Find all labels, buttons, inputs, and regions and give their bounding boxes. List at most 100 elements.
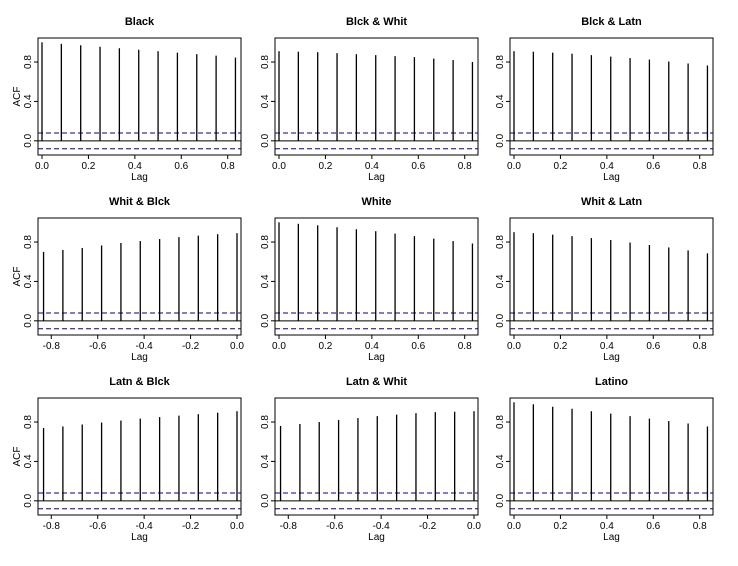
y-tick-label: 0.8: [23, 235, 34, 249]
x-tick-label: 0.0: [467, 521, 481, 532]
x-tick-label: 0.2: [81, 161, 95, 172]
y-tick-label: 0.8: [495, 55, 506, 69]
x-tick-label: -0.8: [280, 521, 298, 532]
acf-panel-2: Blck & Whit 0.0 0.2 0.4 0.6 0.8 0.0 0.4 0.8 Lag: [260, 16, 479, 183]
plot-frame: [274, 37, 479, 156]
x-tick-label: 0.0: [272, 161, 286, 172]
x-tick-label: 0.2: [553, 521, 567, 532]
y-tick-label: 0.4: [495, 274, 506, 288]
x-tick-label: 0.0: [507, 161, 521, 172]
y-tick-label: 0.8: [260, 55, 271, 69]
y-tick-label: 0.8: [23, 415, 34, 429]
y-tick-label: 0.8: [260, 415, 271, 429]
y-tick-label: 0.0: [495, 493, 506, 507]
y-tick-label: 0.8: [23, 55, 34, 69]
x-tick-label: 0.0: [272, 341, 286, 352]
x-tick-label: -0.6: [326, 521, 344, 532]
y-tick-label: 0.0: [495, 133, 506, 147]
x-tick-label: 0.6: [411, 341, 425, 352]
plot-frame: [37, 37, 242, 156]
x-tick-label: 0.4: [600, 521, 614, 532]
panel-title: Blck & Whit: [346, 16, 407, 28]
x-tick-label: 0.0: [507, 521, 521, 532]
x-tick-label: 0.4: [600, 161, 614, 172]
x-tick-label: 0.6: [411, 161, 425, 172]
panel-title: White: [362, 196, 392, 208]
y-axis-label: ACF: [12, 87, 23, 107]
x-axis-label: Lag: [603, 172, 620, 183]
y-tick-label: 0.4: [260, 454, 271, 468]
y-tick-label: 0.0: [495, 313, 506, 327]
acf-panel-1: Black 0.0 0.2 0.4 0.6 0.8 0.0 0.4 0.8 Lag ACF: [12, 16, 242, 183]
y-tick-label: 0.0: [260, 313, 271, 327]
plot-frame: [509, 37, 714, 156]
x-axis-label: Lag: [603, 352, 620, 363]
plot-frame: [509, 217, 714, 336]
plot-frame: [274, 397, 479, 516]
x-tick-label: 0.6: [174, 161, 188, 172]
x-tick-label: -0.2: [419, 521, 437, 532]
acf-panel-7: Latn & Blck -0.8 -0.6 -0.4 -0.2 0.0 0.0 0.4 0.8 L…: [12, 376, 244, 543]
x-tick-label: -0.6: [89, 341, 107, 352]
y-tick-label: 0.0: [23, 493, 34, 507]
panel-title: Black: [125, 16, 155, 28]
panel-title: Latn & Blck: [109, 376, 170, 388]
x-axis-label: Lag: [368, 172, 385, 183]
x-tick-label: 0.6: [646, 341, 660, 352]
x-axis-label: Lag: [131, 352, 148, 363]
panel-title: Whit & Blck: [109, 196, 171, 208]
x-axis-label: Lag: [603, 532, 620, 543]
y-tick-label: 0.4: [23, 94, 34, 108]
x-tick-label: 0.4: [365, 161, 379, 172]
y-tick-label: 0.0: [260, 133, 271, 147]
plot-frame: [509, 397, 714, 516]
x-tick-label: 0.2: [553, 161, 567, 172]
x-tick-label: 0.4: [365, 341, 379, 352]
acf-panel-3: Blck & Latn 0.0 0.2 0.4 0.6 0.8 0.0 0.4 0.8 Lag: [495, 16, 714, 183]
panel-title: Blck & Latn: [581, 16, 642, 28]
y-axis-label: ACF: [12, 267, 23, 287]
y-tick-label: 0.0: [23, 133, 34, 147]
plot-frame: [37, 217, 242, 336]
x-axis-label: Lag: [131, 532, 148, 543]
y-axis-label: ACF: [12, 447, 23, 467]
panel-title: Latn & Whit: [346, 376, 407, 388]
x-tick-label: 0.6: [646, 521, 660, 532]
y-tick-label: 0.4: [23, 454, 34, 468]
x-tick-label: 0.8: [458, 341, 472, 352]
acf-panel-4: Whit & Blck -0.8 -0.6 -0.4 -0.2 0.0 0.0 0.4 0.8 L…: [12, 196, 244, 363]
y-tick-label: 0.4: [495, 94, 506, 108]
x-tick-label: -0.4: [136, 521, 154, 532]
y-tick-label: 0.8: [260, 235, 271, 249]
x-tick-label: 0.6: [646, 161, 660, 172]
x-tick-label: -0.4: [373, 521, 391, 532]
x-tick-label: 0.0: [507, 341, 521, 352]
x-axis-label: Lag: [368, 352, 385, 363]
x-axis-label: Lag: [368, 532, 385, 543]
x-tick-label: -0.4: [136, 341, 154, 352]
x-tick-label: -0.8: [43, 521, 61, 532]
x-tick-label: 0.8: [693, 341, 707, 352]
x-tick-label: 0.0: [230, 521, 244, 532]
x-tick-label: 0.8: [693, 161, 707, 172]
acf-panel-9: Latino 0.0 0.2 0.4 0.6 0.8 0.0 0.4 0.8 Lag: [495, 376, 714, 543]
x-tick-label: -0.6: [89, 521, 107, 532]
panel-title: Latino: [595, 376, 628, 388]
x-tick-label: -0.8: [43, 341, 61, 352]
x-tick-label: 0.8: [693, 521, 707, 532]
x-tick-label: 0.0: [230, 341, 244, 352]
y-tick-label: 0.4: [23, 274, 34, 288]
x-tick-label: 0.4: [128, 161, 142, 172]
x-tick-label: 0.2: [318, 341, 332, 352]
x-tick-label: 0.8: [221, 161, 235, 172]
x-axis-label: Lag: [131, 172, 148, 183]
acf-panel-8: Latn & Whit -0.8 -0.6 -0.4 -0.2 0.0 0.0 0.4 0.8 L…: [260, 376, 481, 543]
panel-title: Whit & Latn: [581, 196, 642, 208]
y-tick-label: 0.8: [495, 235, 506, 249]
x-tick-label: 0.2: [553, 341, 567, 352]
acf-panel-5: White 0.0 0.2 0.4 0.6 0.8 0.0 0.4 0.8 Lag: [260, 196, 479, 363]
x-tick-label: -0.2: [182, 341, 200, 352]
y-tick-label: 0.0: [23, 313, 34, 327]
x-tick-label: -0.2: [182, 521, 200, 532]
x-tick-label: 0.0: [35, 161, 49, 172]
